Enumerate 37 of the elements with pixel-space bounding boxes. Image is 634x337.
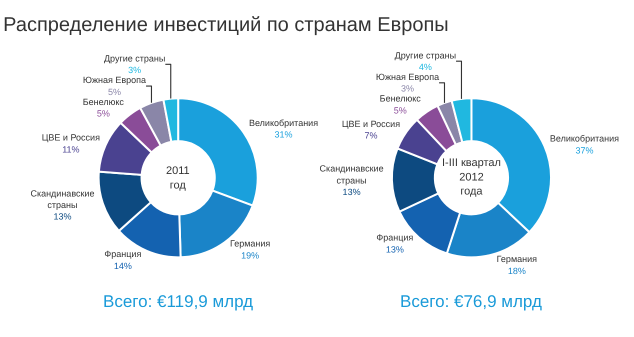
data-label: 4% (418, 62, 432, 72)
data-label: 18% (508, 266, 526, 276)
text: I-III квартал 2012 года (442, 157, 501, 198)
data-label: 14% (114, 260, 132, 271)
slice-label: ЦВЕ и Россия (42, 132, 100, 143)
slice-label: Южная Европа (376, 72, 440, 82)
data-label: 13% (386, 244, 404, 254)
data-label: 37% (575, 145, 594, 156)
data-label: 5% (108, 86, 121, 97)
data-label: 13% (53, 212, 72, 222)
slice-label: Германия (496, 254, 538, 264)
data-label: 11% (62, 144, 80, 154)
slice-label: ЦВЕ и Россия (342, 118, 400, 129)
data-label: 31% (274, 130, 293, 140)
data-label: 5% (394, 105, 407, 116)
data-label: 3% (400, 84, 414, 94)
slice-label: Скандинавские страны (30, 188, 94, 210)
slice-label: Южная Европа (82, 75, 146, 86)
slice-label: Франция (376, 232, 414, 243)
slice-label: Великобритания (248, 118, 318, 128)
text: Всего: €119,9 млрд (103, 292, 254, 311)
slice-label: Скандинавские страны (320, 164, 384, 186)
slice-label: Великобритания (550, 134, 620, 144)
data-label: 3% (128, 65, 142, 76)
slice-label: Бенелюкс (82, 96, 124, 107)
data-label: 13% (342, 186, 361, 197)
text: Всего: €76,9 млрд (400, 292, 542, 311)
text: 2011 год (166, 165, 190, 192)
slice-label: Германия (230, 238, 270, 249)
data-label: 5% (96, 108, 110, 119)
slice-label: Бенелюкс (380, 94, 422, 104)
slice-label: Другие страны (104, 53, 166, 64)
chart-title: Распределение инвестиций по странам Европы (3, 14, 449, 36)
data-label: 19% (241, 250, 260, 260)
slice-label: Другие страны (394, 50, 456, 60)
slice-label: Франция (104, 249, 142, 260)
data-label: 7% (364, 130, 378, 140)
